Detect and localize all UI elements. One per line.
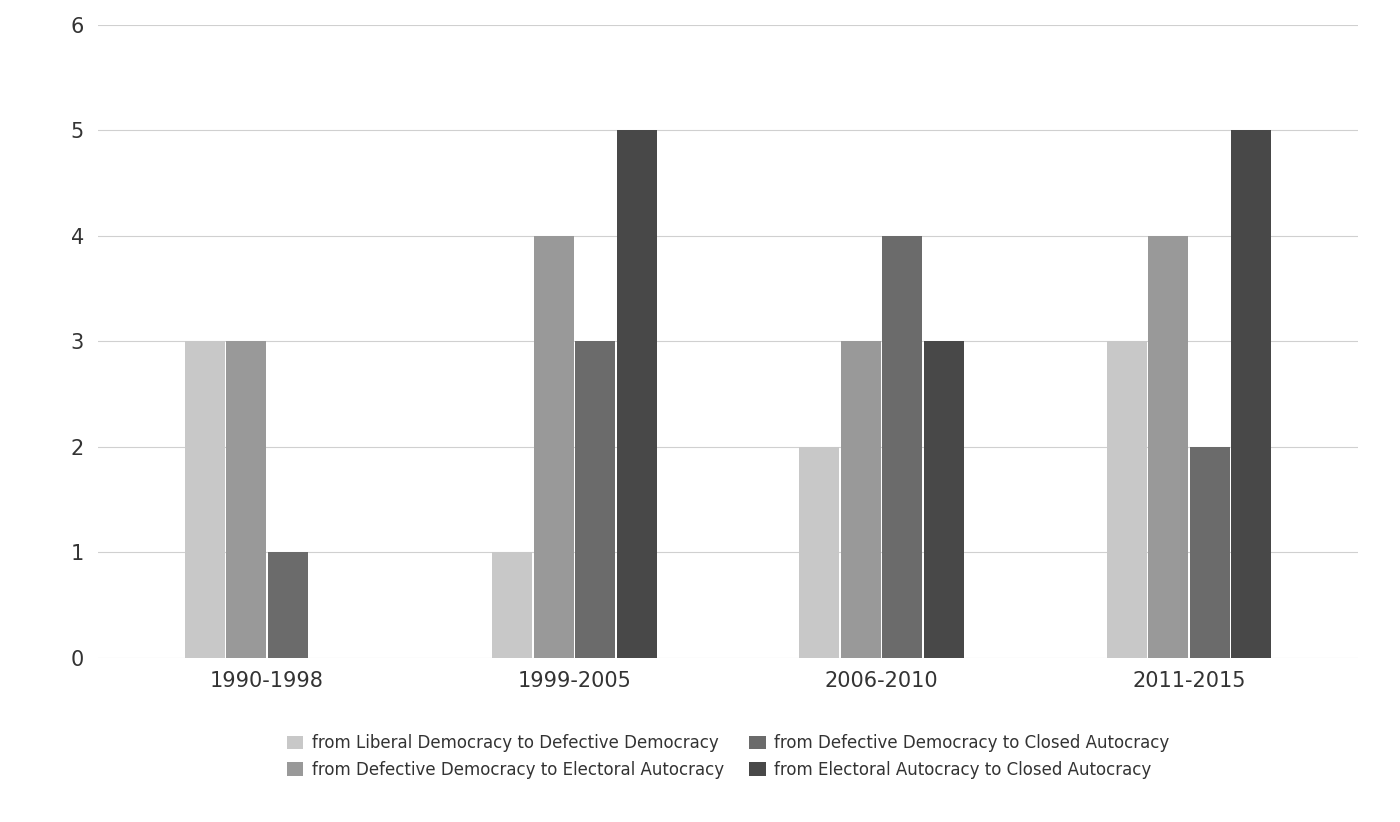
Bar bbox=[575, 341, 615, 658]
Bar bbox=[227, 341, 266, 658]
Bar bbox=[185, 341, 225, 658]
Bar bbox=[493, 552, 532, 658]
Bar bbox=[799, 446, 840, 658]
Bar bbox=[882, 236, 923, 658]
Bar bbox=[533, 236, 574, 658]
Bar bbox=[1190, 446, 1229, 658]
Bar bbox=[924, 341, 963, 658]
Bar bbox=[841, 341, 881, 658]
Bar bbox=[616, 130, 657, 658]
Bar bbox=[1231, 130, 1271, 658]
Bar bbox=[1148, 236, 1189, 658]
Legend: from Liberal Democracy to Defective Democracy, from Defective Democracy to Elect: from Liberal Democracy to Defective Demo… bbox=[281, 729, 1175, 783]
Bar bbox=[267, 552, 308, 658]
Bar bbox=[1107, 341, 1147, 658]
